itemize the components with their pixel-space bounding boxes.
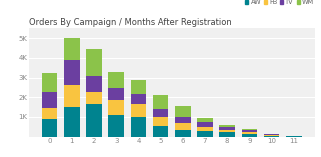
Bar [108,100,124,115]
Bar [153,126,169,137]
Bar [64,38,80,60]
Bar [86,92,102,104]
Bar [197,118,213,122]
Bar [86,76,102,92]
Bar [42,92,57,108]
Bar [264,134,279,135]
Bar [220,130,235,132]
Bar [264,136,279,137]
Bar [175,117,191,123]
Bar [42,73,57,92]
Bar [242,130,257,132]
Bar [86,49,102,76]
Bar [64,85,80,107]
Bar [64,107,80,137]
Bar [64,60,80,85]
Bar [242,134,257,137]
Bar [153,109,169,117]
Bar [153,95,169,109]
Bar [42,108,57,119]
Bar [220,132,235,137]
Bar [108,72,124,88]
Bar [220,125,235,127]
Bar [175,106,191,117]
Bar [131,94,146,104]
Bar [175,123,191,130]
Bar [131,104,146,117]
Bar [131,117,146,137]
Bar [42,119,57,137]
Bar [131,80,146,94]
Legend: AW, FB, TV, WM: AW, FB, TV, WM [245,0,314,5]
Bar [264,135,279,136]
Bar [153,117,169,126]
Bar [86,104,102,137]
Bar [197,131,213,137]
Bar [108,115,124,137]
Bar [220,127,235,130]
Bar [175,130,191,137]
Bar [242,132,257,134]
Bar [197,122,213,127]
Text: Orders By Campaign / Months After Registration: Orders By Campaign / Months After Regist… [29,19,232,27]
Bar [108,88,124,100]
Bar [197,127,213,131]
